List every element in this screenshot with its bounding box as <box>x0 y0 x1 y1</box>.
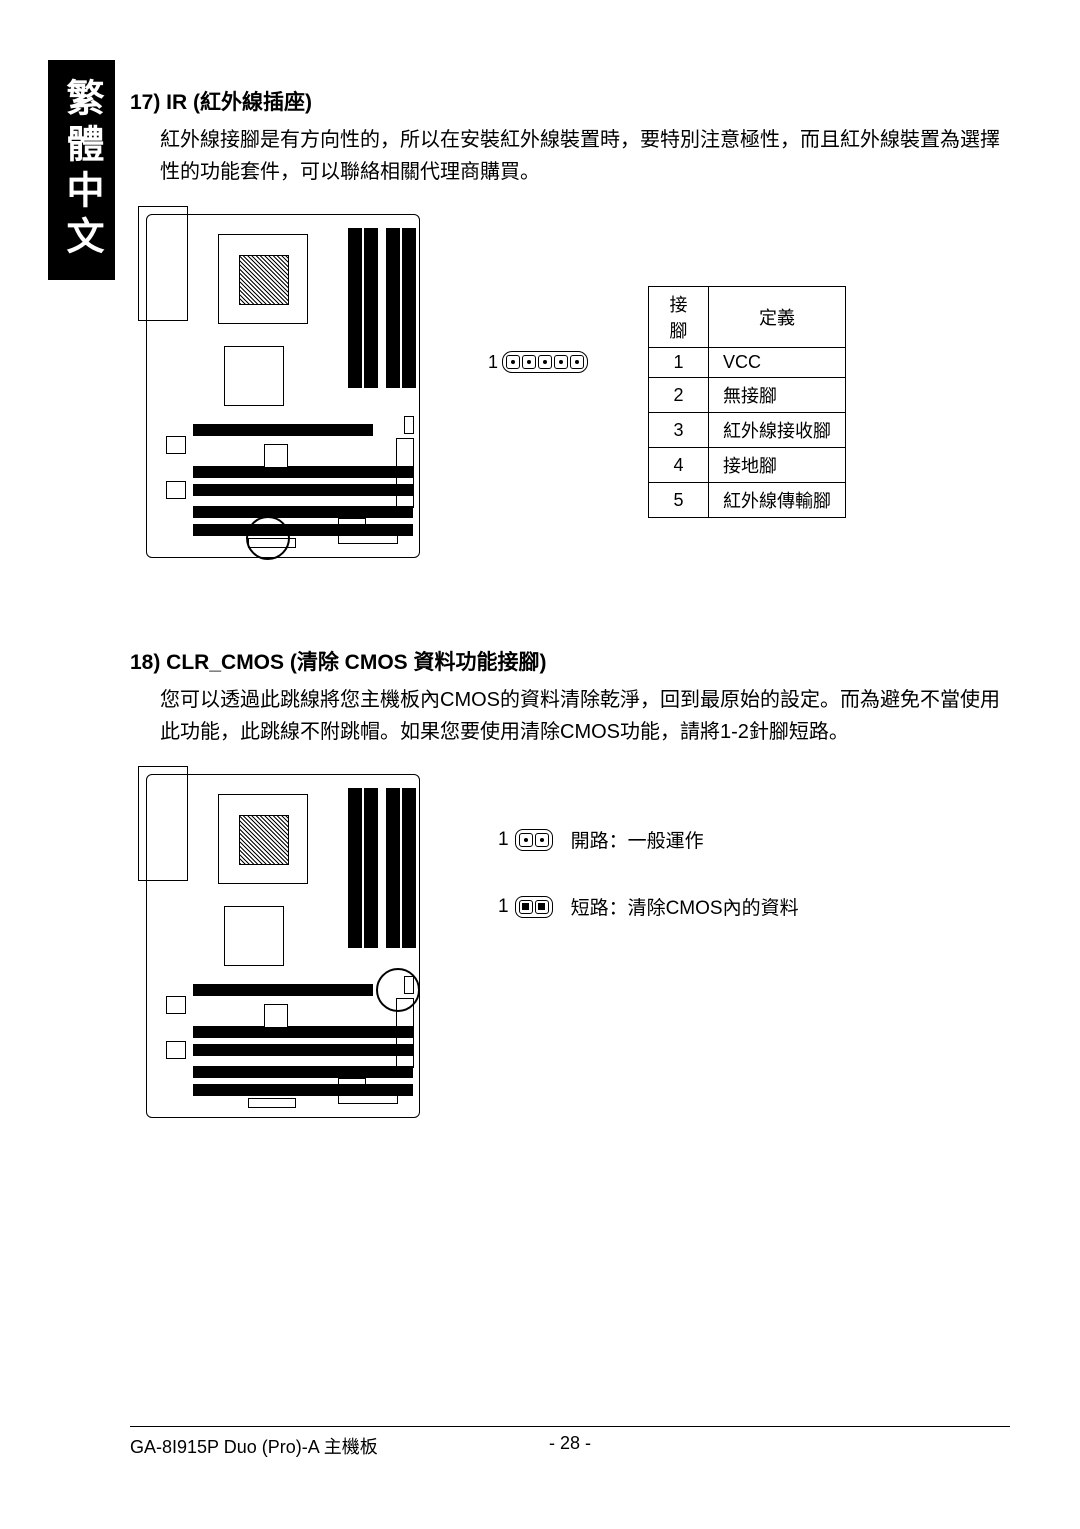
table-header-pin: 接腳 <box>649 287 709 348</box>
section-17-body: 紅外線接腳是有方向性的，所以在安裝紅外線裝置時，要特別注意極性，而且紅外線裝置為… <box>160 124 1010 188</box>
table-cell: 2 <box>649 378 709 413</box>
section-18-title: 18) CLR_CMOS (清除 CMOS 資料功能接腳) <box>130 646 1010 676</box>
section-18-body: 您可以透過此跳線將您主機板內CMOS的資料清除乾淨，回到最原始的設定。而為避免不… <box>160 684 1010 748</box>
footer-page-number: - 28 - <box>549 1433 591 1454</box>
table-cell: 紅外線傳輸腳 <box>709 483 846 518</box>
table-header-def: 定義 <box>709 287 846 348</box>
section-17-title: 17) IR (紅外線插座) <box>130 86 1010 116</box>
table-row: 2無接腳 <box>649 378 846 413</box>
ir-pin-table-body: 1VCC2無接腳3紅外線接收腳4接地腳5紅外線傳輸腳 <box>649 348 846 518</box>
table-cell: 4 <box>649 448 709 483</box>
table-row: 1VCC <box>649 348 846 378</box>
table-row: 4接地腳 <box>649 448 846 483</box>
side-language-label: 繁體中文 <box>48 60 115 280</box>
motherboard-diagram-2 <box>138 766 428 1126</box>
jumper-short-pin1: 1 <box>498 896 509 918</box>
table-cell: 5 <box>649 483 709 518</box>
motherboard-diagram <box>138 206 428 566</box>
jumper-short-icon <box>515 896 553 918</box>
table-cell: 接地腳 <box>709 448 846 483</box>
jumper-short-label: 短路：清除CMOS內的資料 <box>571 893 799 920</box>
section-17-diagram-row: 1 接腳 定義 1VCC2無接腳3紅外線接收腳4接地腳5紅外線傳輸腳 <box>130 206 1010 566</box>
table-cell: VCC <box>709 348 846 378</box>
table-cell: 無接腳 <box>709 378 846 413</box>
table-cell: 1 <box>649 348 709 378</box>
jumper-open-row: 1 開路：一般運作 <box>498 826 799 853</box>
clr-cmos-jumper-block: 1 開路：一般運作 1 短路：清除CMOS內的資料 <box>498 826 799 960</box>
pin1-label: 1 <box>488 352 498 373</box>
jumper-open-pin1: 1 <box>498 829 509 851</box>
jumper-open-icon <box>515 829 553 851</box>
ir-pin-table: 接腳 定義 1VCC2無接腳3紅外線接收腳4接地腳5紅外線傳輸腳 <box>648 286 846 518</box>
table-row: 3紅外線接收腳 <box>649 413 846 448</box>
ir-pin-header: 1 <box>488 351 588 373</box>
jumper-open-label: 開路：一般運作 <box>571 826 704 853</box>
table-cell: 紅外線接收腳 <box>709 413 846 448</box>
table-row: 5紅外線傳輸腳 <box>649 483 846 518</box>
section-17: 17) IR (紅外線插座) 紅外線接腳是有方向性的，所以在安裝紅外線裝置時，要… <box>130 86 1010 566</box>
pin-header-5pin-icon <box>502 351 588 373</box>
page-footer: GA-8I915P Duo (Pro)-A 主機板 - 28 - <box>130 1426 1010 1459</box>
page-content: 17) IR (紅外線插座) 紅外線接腳是有方向性的，所以在安裝紅外線裝置時，要… <box>130 86 1010 1166</box>
section-18: 18) CLR_CMOS (清除 CMOS 資料功能接腳) 您可以透過此跳線將您… <box>130 646 1010 1126</box>
section-18-diagram-row: 1 開路：一般運作 1 短路：清除CMOS內的資料 <box>130 766 1010 1126</box>
table-cell: 3 <box>649 413 709 448</box>
jumper-short-row: 1 短路：清除CMOS內的資料 <box>498 893 799 920</box>
